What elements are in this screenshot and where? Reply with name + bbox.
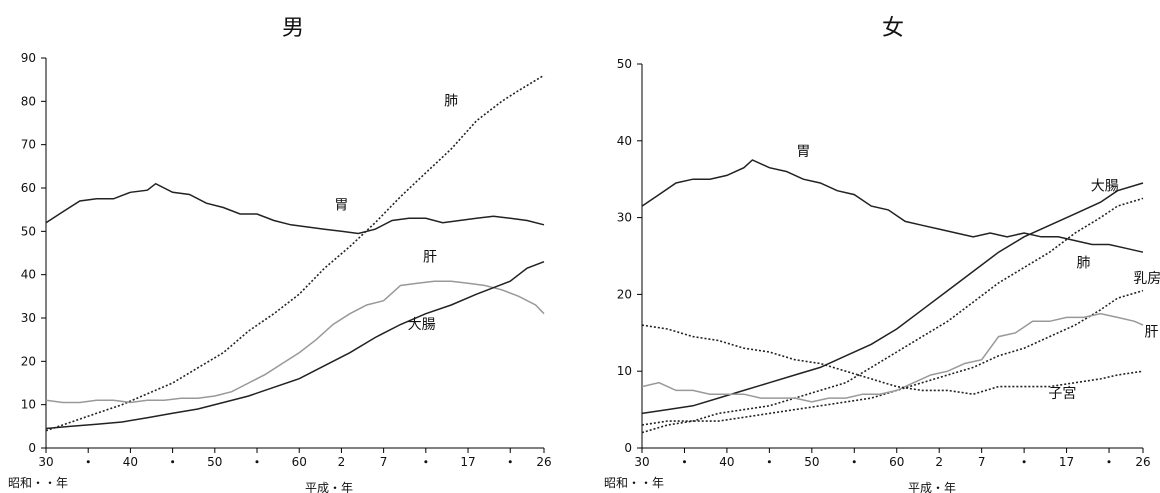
series-label: 胃 [796, 144, 810, 160]
series-label: 肺 [1077, 256, 1091, 272]
x-tick-label: ・ [420, 455, 432, 469]
series-label: 肝 [423, 250, 437, 266]
y-tick-label: 10 [21, 398, 36, 412]
x-tick-label: ・ [678, 455, 690, 469]
x-tick-label: ・ [848, 455, 860, 469]
y-tick-label: 40 [21, 268, 36, 282]
series-line-肺 [45, 74, 545, 432]
y-tick-label: 30 [21, 311, 36, 325]
female-chart: 女 0 10 20 30 40 50 30 ・ 40 ・ 50 ・ 60 2 7 ・ 17 ・ 26 昭和・・年 平成・年… [604, 16, 1160, 493]
series-line-肝 [641, 312, 1144, 403]
x-tick-label: 40 [123, 455, 138, 469]
series-label: 肺 [444, 94, 458, 110]
x-tick-label: 26 [1135, 455, 1150, 469]
y-tick-label: 90 [21, 51, 36, 65]
series-line-子宮 [641, 324, 1144, 396]
x-tick-label: 30 [634, 455, 649, 469]
x-tick-label: 40 [719, 455, 734, 469]
series-label: 大腸 [408, 317, 436, 333]
series-label: 大腸 [1091, 179, 1119, 195]
y-tick-label: 60 [21, 181, 36, 195]
x-tick-label: 2 [935, 455, 943, 469]
y-tick-label: 20 [21, 354, 36, 368]
showa-era-label: 昭和・・年 [8, 476, 68, 490]
x-tick-label: ・ [1103, 455, 1115, 469]
series-line-大腸 [641, 182, 1144, 415]
x-tick-label: 60 [292, 455, 307, 469]
y-tick-label: 40 [617, 134, 632, 148]
x-tick-label: 26 [536, 455, 551, 469]
series-line-肝 [45, 280, 545, 404]
x-tick-label: ・ [82, 455, 94, 469]
showa-era-label: 昭和・・年 [604, 476, 664, 490]
chart-title: 女 [882, 16, 904, 41]
y-tick-label: 20 [617, 287, 632, 301]
series-line-肺 [641, 197, 1144, 434]
x-tick-label: ・ [504, 455, 516, 469]
y-tick-label: 70 [21, 138, 36, 152]
x-tick-label: ・ [1018, 455, 1030, 469]
y-tick-label: 30 [617, 211, 632, 225]
series-line-胃 [641, 159, 1144, 253]
x-tick-label: 60 [889, 455, 904, 469]
x-tick-label: 7 [380, 455, 388, 469]
heisei-era-label: 平成・年 [305, 481, 353, 493]
x-tick-label: 30 [38, 455, 53, 469]
y-tick-label: 80 [21, 94, 36, 108]
x-tick-label: ・ [167, 455, 179, 469]
male-chart: 男 0 10 20 30 40 50 60 70 80 90 30 ・ 40 ・ 50 ・ 60 2 7 ・ 17 ・ 26 昭… [8, 16, 552, 493]
series-line-大腸 [45, 260, 545, 430]
x-tick-label: ・ [251, 455, 263, 469]
x-tick-label: 2 [338, 455, 346, 469]
y-tick-label: 10 [617, 364, 632, 378]
x-tick-label: 17 [460, 455, 475, 469]
y-tick-label: 0 [28, 441, 36, 455]
series-label: 胃 [334, 198, 348, 214]
x-tick-label: 50 [804, 455, 819, 469]
y-tick-label: 50 [21, 224, 36, 238]
series-line-胃 [45, 182, 545, 235]
heisei-era-label: 平成・年 [908, 481, 956, 493]
x-tick-label: 7 [978, 455, 986, 469]
series-label: 乳房 [1133, 271, 1160, 287]
y-tick-label: 0 [624, 441, 632, 455]
y-tick-label: 50 [617, 57, 632, 71]
chart-title: 男 [282, 16, 304, 41]
x-tick-label: 50 [207, 455, 222, 469]
x-tick-label: ・ [763, 455, 775, 469]
series-label: 肝 [1144, 325, 1158, 341]
series-label: 子宮 [1048, 386, 1076, 402]
x-tick-label: 17 [1059, 455, 1074, 469]
series-line-乳房 [641, 289, 1144, 426]
